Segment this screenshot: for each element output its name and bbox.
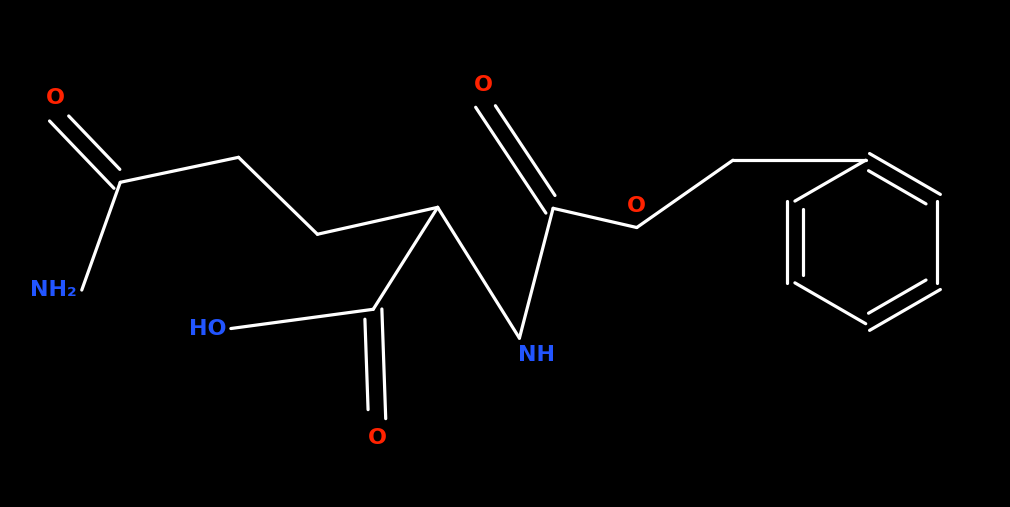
Text: NH: NH — [518, 345, 556, 366]
Text: O: O — [46, 88, 66, 107]
Text: O: O — [627, 196, 646, 216]
Text: NH₂: NH₂ — [30, 280, 77, 300]
Text: O: O — [368, 428, 387, 448]
Text: HO: HO — [189, 318, 226, 339]
Text: O: O — [474, 75, 493, 95]
